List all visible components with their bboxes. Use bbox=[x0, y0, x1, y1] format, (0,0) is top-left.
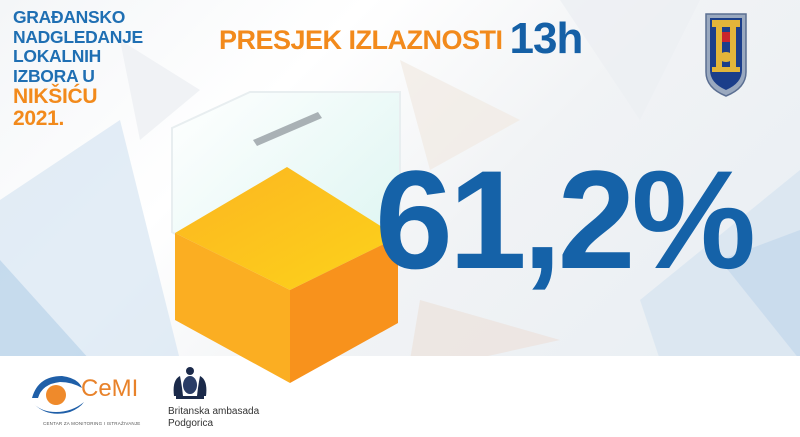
title-line: IZBORA U bbox=[13, 65, 95, 86]
niksic-coat-of-arms-icon bbox=[705, 13, 747, 97]
title-line: LOKALNIH bbox=[13, 46, 102, 66]
cube-right-face bbox=[290, 237, 398, 383]
cemi-logo-icon bbox=[32, 376, 84, 414]
headline: PRESJEK IZLAZNOSTI 13h bbox=[219, 14, 584, 64]
background-facets bbox=[0, 0, 800, 360]
cube-top-face bbox=[175, 167, 398, 290]
title-year: 2021. bbox=[13, 107, 65, 130]
title-city: NIKŠIĆU bbox=[13, 85, 98, 108]
headline-time: 13h bbox=[509, 14, 584, 63]
uk-royal-arms-icon bbox=[173, 367, 207, 399]
title-line: NADGLEDANJE bbox=[13, 26, 143, 47]
headline-label: PRESJEK IZLAZNOSTI bbox=[219, 25, 503, 55]
turnout-percentage: 61,2% bbox=[375, 141, 756, 298]
event-title: GRAĐANSKO NADGLEDANJE LOKALNIH IZBORA U … bbox=[13, 7, 143, 130]
embassy-line: Podgorica bbox=[168, 418, 214, 429]
cube-left-face bbox=[175, 233, 290, 383]
embassy-name: Britanska ambasada Podgorica bbox=[168, 406, 259, 430]
title-line: GRAĐANSKO bbox=[13, 7, 126, 27]
cemi-subtitle: CENTAR ZA MONITORING I ISTRAŽIVANJE bbox=[43, 421, 141, 426]
embassy-line: Britanska ambasada bbox=[168, 406, 260, 417]
footer-band bbox=[0, 356, 800, 437]
cemi-name: CeMI bbox=[81, 375, 139, 402]
